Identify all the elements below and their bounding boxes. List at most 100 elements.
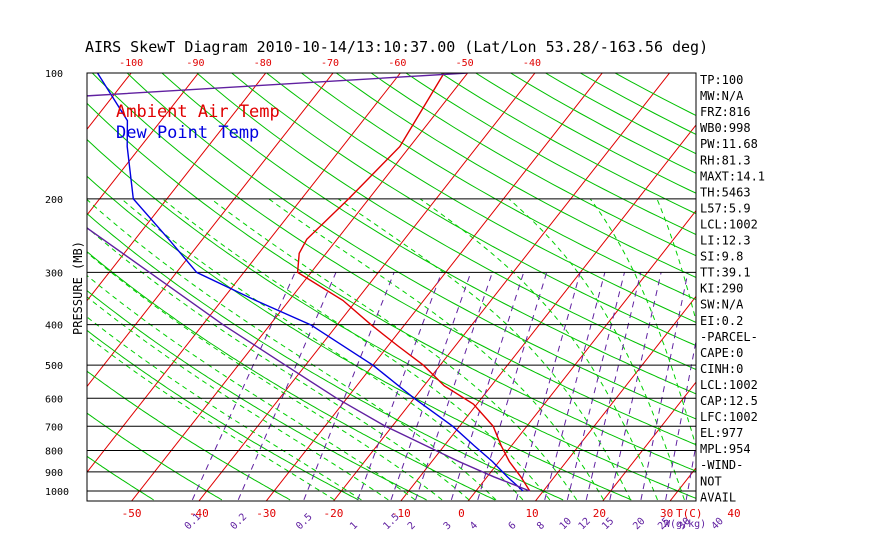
mixing-ratio-tick-label: 40 <box>710 516 726 532</box>
moist-adiabat <box>87 335 335 501</box>
index-entry: KI:290 <box>700 282 743 296</box>
mixing-ratio-line <box>609 272 662 500</box>
plot-frame <box>86 72 697 502</box>
top-temp-tick-label: -80 <box>254 58 272 69</box>
bottom-temp-tick-label: 10 <box>525 507 538 520</box>
dry-adiabat <box>87 175 632 501</box>
chart-title: AIRS SkewT Diagram 2010-10-14/13:10:37.0… <box>85 38 708 56</box>
index-entry: FRZ:816 <box>700 105 751 119</box>
pressure-tick-label: 100 <box>45 69 63 80</box>
dry-adiabat <box>126 73 696 420</box>
mixing-ratio-line <box>665 338 696 500</box>
bottom-temp-tick-label: -20 <box>324 507 344 520</box>
isobar-lines <box>87 73 696 492</box>
dry-adiabat <box>87 212 564 501</box>
index-entry: CINH:0 <box>700 362 743 376</box>
mixing-ratio-line <box>585 272 642 500</box>
index-entry: SW:N/A <box>700 298 744 312</box>
mixing-ratio-tick-label: 4 <box>468 520 480 532</box>
mixing-ratio-line <box>237 272 337 501</box>
index-entry: LCL:1002 <box>700 378 758 392</box>
mixing-ratio-axis-label: W(g/kg) <box>664 519 706 530</box>
isotherm-line <box>265 73 603 501</box>
index-entry: CAPE:0 <box>700 346 743 360</box>
dry-adiabat <box>87 455 154 501</box>
isotherm-line <box>467 209 696 501</box>
dry-adiabat <box>300 73 696 301</box>
pressure-tick-label: 700 <box>45 422 63 433</box>
y-axis-label: PRESSURE (MB) <box>71 241 85 335</box>
dry-adiabat <box>87 370 291 501</box>
mixing-ratio-line <box>303 272 395 501</box>
index-entry: TT:39.1 <box>700 266 751 280</box>
index-entry: MW:N/A <box>700 89 744 103</box>
index-entry: WB0:998 <box>700 121 751 135</box>
bottom-temp-tick-label: 40 <box>727 507 740 520</box>
isotherm-line <box>602 381 696 501</box>
dry-adiabat <box>230 73 696 347</box>
dry-adiabat <box>91 73 696 446</box>
bottom-temp-tick-label: 30 <box>660 507 673 520</box>
isotherm-line <box>400 124 696 501</box>
dry-adiabat <box>370 73 696 257</box>
isotherm-line <box>534 295 696 501</box>
index-entry: -WIND- <box>700 458 743 472</box>
isotherm-line <box>790 60 870 520</box>
index-entry: PW:11.68 <box>700 137 758 151</box>
dry-adiabat <box>265 73 696 323</box>
pressure-tick-label: 900 <box>45 468 63 479</box>
dry-adiabat <box>87 329 359 501</box>
series-lines <box>87 73 531 492</box>
mixing-ratio-line <box>450 272 525 501</box>
index-entry: LI:12.3 <box>700 234 751 248</box>
mixing-ratio-line <box>415 272 493 501</box>
moist-adiabat <box>162 198 551 501</box>
mixing-ratio-tick-label: 20 <box>631 516 647 532</box>
moist-adiabat <box>268 198 605 501</box>
moist-adiabat <box>87 198 497 501</box>
background-lines <box>87 60 870 520</box>
mixing-ratio-line <box>477 272 548 501</box>
pressure-tick-label: 800 <box>45 446 63 457</box>
index-entry: TP:100 <box>700 73 743 87</box>
mixing-ratio-tick-label: 0.2 <box>229 512 250 533</box>
index-entry: LCL:1002 <box>700 217 758 231</box>
stability-indices: TP:100 MW:N/A FRZ:816 WB0:998 PW:11.68 RH:81.… <box>700 73 765 504</box>
mixing-ratio-tick-label: 8 <box>535 520 547 532</box>
series-line-dew-point-temp <box>96 73 524 492</box>
dry-adiabat <box>87 412 223 501</box>
isotherm-line <box>87 73 334 388</box>
mixing-ratio-line <box>685 442 696 500</box>
mixing-ratio-tick-label: 1 <box>348 520 360 532</box>
mixing-ratio-tick-label: 10 <box>558 516 574 532</box>
mixing-ratio-line <box>515 272 581 500</box>
moist-adiabat <box>337 198 632 501</box>
legend-dew-point-temp: Dew Point Temp <box>116 123 259 143</box>
mixing-ratio-tick-label: 0.5 <box>294 512 315 533</box>
pressure-tick-label: 300 <box>45 268 63 279</box>
index-entry: RH:81.3 <box>700 153 751 167</box>
top-temp-tick-label: -70 <box>321 58 339 69</box>
index-entry: AVAIL <box>700 490 736 504</box>
bottom-temp-tick-label: 0 <box>458 507 465 520</box>
index-entry: CAP:12.5 <box>700 394 758 408</box>
moist-adiabat <box>87 251 443 501</box>
isotherm-line <box>87 73 267 302</box>
index-entry: NOT <box>700 474 722 488</box>
pressure-tick-label: 200 <box>45 195 63 206</box>
isotherm-line <box>198 73 536 501</box>
series-line-ambient-air-temp <box>296 73 531 492</box>
bottom-temp-tick-label: -50 <box>122 507 142 520</box>
mixing-ratio-line <box>191 272 296 501</box>
moist-adiabat <box>87 316 362 501</box>
dry-adiabat <box>196 73 696 371</box>
index-entry: TH:5463 <box>700 185 751 199</box>
bottom-temp-tick-label: -10 <box>391 507 411 520</box>
index-entry: EI:0.2 <box>700 314 743 328</box>
moist-adiabat <box>87 296 389 501</box>
index-entry: LFC:1002 <box>700 410 758 424</box>
top-temp-tick-label: -60 <box>388 58 406 69</box>
index-entry: -PARCEL- <box>700 330 758 344</box>
top-temp-tick-label: -50 <box>456 58 474 69</box>
